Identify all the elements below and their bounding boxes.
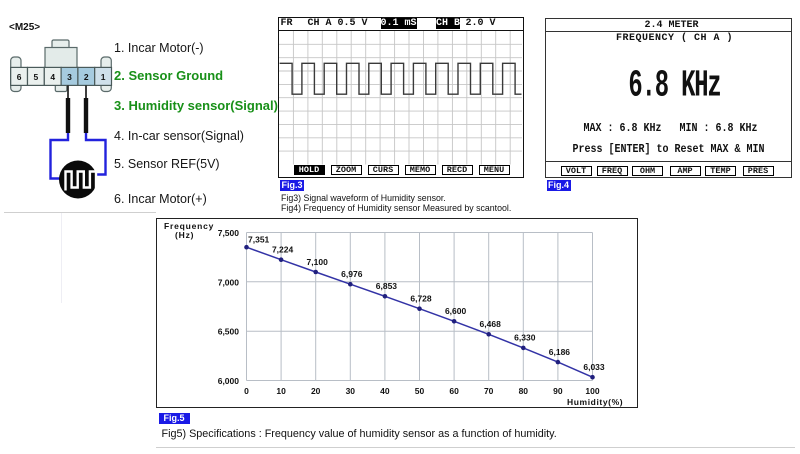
svg-text:7,100: 7,100 xyxy=(307,256,329,266)
svg-text:60: 60 xyxy=(449,386,459,396)
svg-text:80: 80 xyxy=(519,386,529,396)
svg-text:0: 0 xyxy=(244,386,249,396)
svg-text:20: 20 xyxy=(311,386,321,396)
svg-text:Humidity(%): Humidity(%) xyxy=(567,397,623,407)
svg-text:5: 5 xyxy=(34,72,39,82)
svg-text:100: 100 xyxy=(585,386,599,396)
svg-text:6: 6 xyxy=(17,72,22,82)
svg-text:Frequency: Frequency xyxy=(164,221,214,231)
svg-text:7,500: 7,500 xyxy=(218,228,240,238)
svg-text:50: 50 xyxy=(415,386,425,396)
svg-text:6,033: 6,033 xyxy=(583,362,605,372)
svg-text:6,330: 6,330 xyxy=(514,332,536,342)
svg-text:6,976: 6,976 xyxy=(341,269,363,279)
svg-text:40: 40 xyxy=(380,386,390,396)
svg-text:7,351: 7,351 xyxy=(248,234,270,244)
svg-text:6,728: 6,728 xyxy=(410,293,432,303)
svg-text:2: 2 xyxy=(84,72,89,82)
svg-text:4: 4 xyxy=(50,72,55,82)
svg-text:(Hz): (Hz) xyxy=(175,230,194,240)
svg-text:7,000: 7,000 xyxy=(218,277,240,287)
svg-text:1: 1 xyxy=(101,72,106,82)
svg-text:6,853: 6,853 xyxy=(376,281,398,291)
svg-text:7,224: 7,224 xyxy=(272,244,294,254)
svg-text:6,600: 6,600 xyxy=(445,306,467,316)
svg-text:70: 70 xyxy=(484,386,494,396)
svg-text:10: 10 xyxy=(276,386,286,396)
svg-text:6,186: 6,186 xyxy=(549,346,571,356)
svg-text:6,468: 6,468 xyxy=(480,319,502,329)
svg-text:90: 90 xyxy=(553,386,563,396)
svg-text:6,000: 6,000 xyxy=(218,376,240,386)
svg-text:6,500: 6,500 xyxy=(218,326,240,336)
svg-text:30: 30 xyxy=(346,386,356,396)
svg-text:3: 3 xyxy=(67,72,72,82)
